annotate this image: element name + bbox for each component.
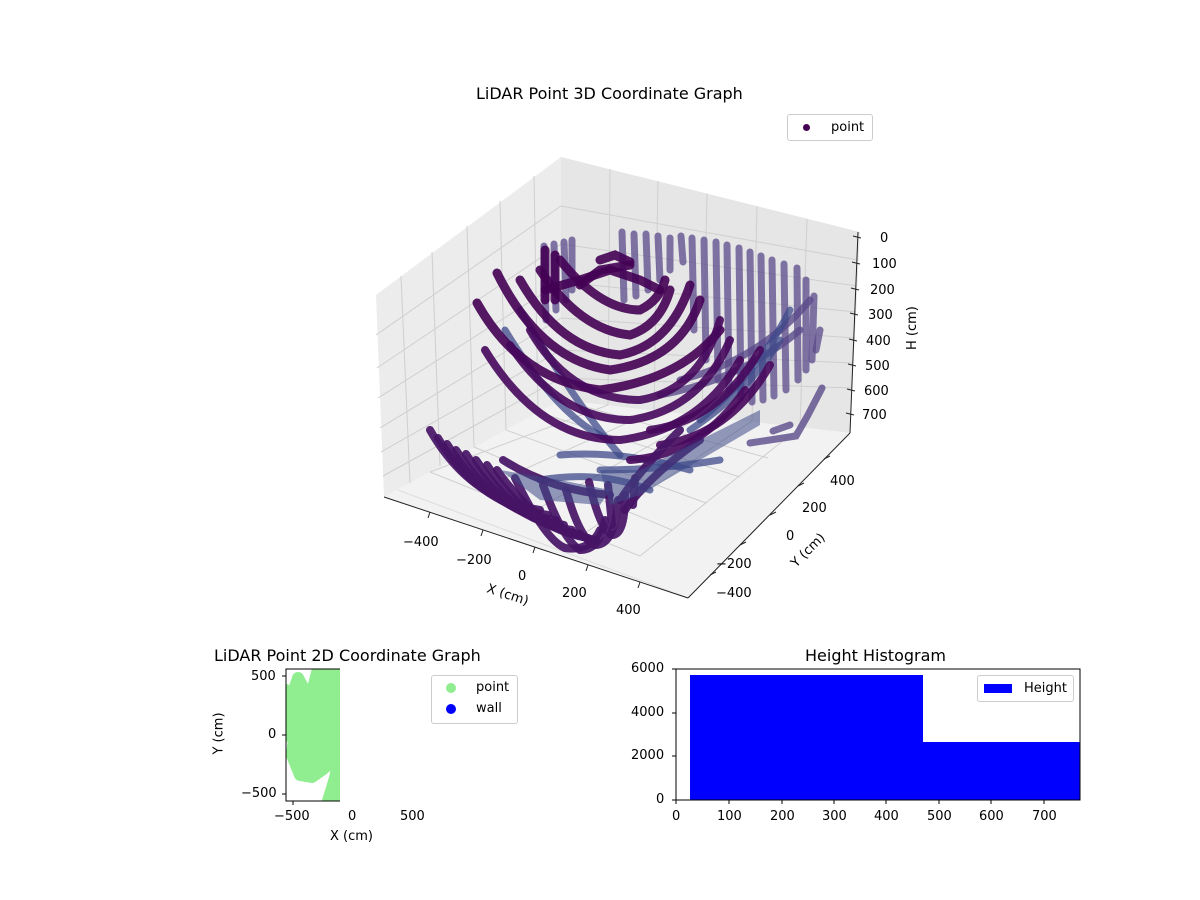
plot2d-y-tick: −500: [241, 786, 277, 801]
bar-swatch-icon: [984, 684, 1012, 693]
z-tick: 600: [864, 384, 889, 399]
y-tick: 400: [830, 474, 855, 489]
histogram-y-tick: 0: [656, 792, 665, 807]
histogram-canvas: [672, 668, 1081, 804]
plot3d-points-lower-fan: [500, 410, 760, 505]
histogram-x-tick: 300: [822, 809, 847, 824]
x-tick: −200: [456, 553, 492, 568]
y-tick: 200: [802, 501, 827, 516]
histogram-title: Height Histogram: [805, 646, 946, 665]
histogram-bar-2: [923, 742, 1080, 800]
histogram-x-tick: 0: [672, 809, 681, 824]
histogram-x-tick: 100: [717, 809, 742, 824]
histogram-y-tick: 2000: [631, 748, 665, 763]
plot3d-legend: point: [787, 114, 873, 141]
plot2d-x-tick: −500: [274, 809, 310, 824]
y-tick: −400: [716, 586, 752, 601]
histogram-ticks: [672, 668, 1045, 804]
plot2d-title: LiDAR Point 2D Coordinate Graph: [214, 646, 481, 665]
wall-marker-icon: [446, 703, 456, 714]
plot3d-axes: [383, 231, 862, 599]
plot3d-zlabel: H (cm): [905, 306, 920, 350]
x-tick: −400: [403, 535, 439, 550]
z-tick: 300: [868, 308, 893, 323]
z-tick: 0: [880, 231, 888, 246]
legend-label: point: [831, 120, 865, 135]
x-tick: 400: [616, 603, 641, 618]
histogram-x-tick: 600: [979, 809, 1004, 824]
y-tick: −200: [716, 557, 752, 572]
plot2d-canvas: [282, 668, 340, 805]
plot2d-y-tick: 0: [268, 727, 277, 742]
histogram-x-tick: 200: [770, 809, 795, 824]
x-tick: 0: [518, 569, 526, 584]
plot2d-points: [286, 669, 340, 801]
histogram-x-tick: 400: [874, 809, 899, 824]
z-tick: 400: [866, 334, 891, 349]
histogram-legend: Height: [977, 675, 1074, 702]
z-tick: 200: [870, 283, 895, 298]
point-marker-icon: [803, 124, 810, 131]
z-tick: 700: [862, 408, 887, 423]
plot2d-x-tick: 500: [400, 809, 425, 824]
plot2d-ticks: [282, 675, 294, 805]
plot3d-y-tick-labels: −400 −200 0 200 400: [716, 474, 855, 601]
x-tick: 200: [562, 586, 587, 601]
plot3d-title: LiDAR Point 3D Coordinate Graph: [476, 84, 743, 103]
plot2d-legend: point wall: [431, 675, 518, 724]
histogram-x-tick: 500: [927, 809, 952, 824]
legend-entry-wall: wall: [432, 698, 517, 719]
histogram-x-tick: 700: [1032, 809, 1057, 824]
y-tick: 0: [786, 529, 794, 544]
plot2d-xlabel: X (cm): [330, 829, 373, 844]
legend-label: Height: [1024, 681, 1067, 696]
legend-entry-point: point: [432, 677, 517, 698]
z-tick: 100: [872, 257, 897, 272]
histogram-y-tick: 6000: [631, 661, 665, 676]
histogram-frame: [675, 668, 1081, 801]
histogram-y-tick: 4000: [631, 705, 665, 720]
plot3d-canvas: −400 −200 0 200 400 X (cm) −400 −200 0 2…: [375, 157, 920, 618]
plot3d-x-tick-labels: −400 −200 0 200 400: [403, 535, 641, 618]
plot3d-z-tick-labels: 0 100 200 300 400 500 600 700: [862, 231, 897, 423]
plot2d-x-tick: 0: [348, 809, 357, 824]
z-tick: 500: [865, 359, 890, 374]
point-marker-icon: [446, 682, 456, 693]
plot2d-ylabel: Y (cm): [211, 712, 227, 755]
plot3d-xlabel: X (cm): [485, 582, 531, 610]
plot2d-y-tick: 500: [251, 669, 276, 684]
histogram-bar-1: [690, 675, 923, 800]
